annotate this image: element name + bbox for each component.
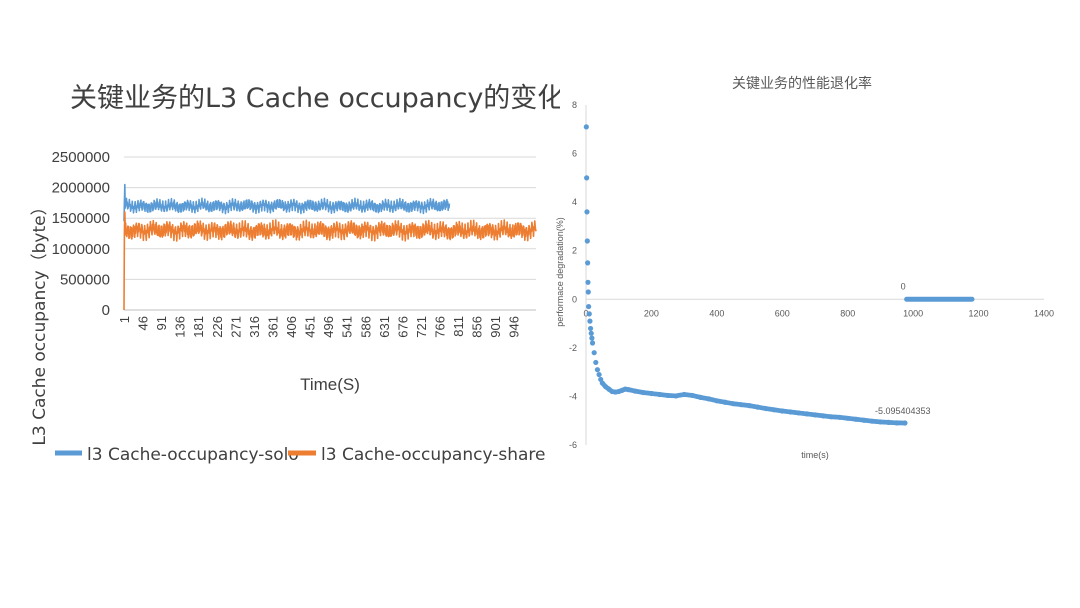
data-point: [583, 124, 589, 130]
x-tick-label: 586: [358, 316, 373, 338]
data-point: [591, 350, 597, 356]
data-point: [588, 330, 594, 336]
x-tick-label: 600: [775, 308, 790, 318]
legend-label-share: l3 Cache-occupancy-share: [321, 445, 545, 465]
x-tick-label: 856: [470, 316, 485, 338]
x-tick-label: 91: [154, 316, 169, 330]
data-point: [589, 340, 596, 346]
x-tick-label: 136: [173, 316, 188, 338]
data-point: [585, 260, 591, 266]
y-tick-label: -6: [569, 440, 577, 450]
data-point: [584, 209, 590, 215]
y-axis-label: L3 Cache occupancy（byte）: [30, 198, 50, 445]
data-point: [587, 318, 593, 324]
data-label-zero: 0: [901, 281, 906, 291]
l3-cache-occupancy-chart: 关键业务的L3 Cache occupancy的变化 0 500000 1000000…: [30, 83, 560, 465]
x-tick-label: 811: [451, 316, 466, 337]
x-tick-label: 631: [377, 316, 392, 338]
x-tick-label: 1200: [969, 308, 989, 318]
x-tick-label: 226: [210, 316, 225, 338]
x-tick-label: 800: [840, 308, 855, 318]
x-tick-label: 181: [191, 316, 206, 338]
x-tick-label: 0: [583, 308, 588, 318]
x-tick-label: 541: [340, 316, 355, 338]
data-point: [584, 175, 590, 181]
legend-label-solo: l3 Cache-occupancy-solo: [87, 445, 299, 465]
x-tick-label: 406: [284, 316, 299, 338]
y-tick-label: 8: [572, 100, 577, 110]
data-label-last: -5.095404353: [875, 406, 931, 416]
y-tick-label: 500000: [60, 271, 110, 288]
x-tick-label: 496: [321, 316, 336, 338]
y-tick-label: 0: [572, 294, 577, 304]
chart-title: 关键业务的性能退化率: [732, 75, 872, 92]
x-tick-label: 766: [432, 316, 447, 338]
x-axis-label: Time(S): [300, 375, 360, 394]
y-tick-label: 6: [572, 149, 577, 159]
data-point: [587, 325, 594, 332]
x-tick-label: 400: [709, 308, 724, 318]
series-line-share: [123, 211, 537, 311]
y-tick-label: 0: [102, 302, 110, 319]
y-tick-label: -4: [569, 391, 577, 401]
x-tick-label: 1: [117, 316, 132, 323]
data-point: [594, 367, 601, 373]
y-tick-label: 1000000: [52, 241, 110, 258]
data-point: [585, 279, 591, 285]
series-line-solo: [123, 183, 451, 222]
data-point: [593, 359, 599, 366]
y-tick-label: 2: [572, 246, 577, 256]
x-tick-label: 946: [507, 316, 522, 338]
data-point: [585, 289, 591, 295]
y-tick-label: -2: [569, 343, 577, 353]
x-tick-label: 1000: [903, 308, 923, 318]
x-tick-label: 316: [247, 316, 262, 338]
x-tick-label: 361: [265, 316, 280, 338]
x-tick-label: 46: [136, 316, 151, 330]
data-point: [589, 335, 595, 341]
y-tick-label: 1500000: [52, 210, 110, 227]
y-axis-label: performace degradation(%): [555, 217, 565, 327]
y-tick-label: 4: [572, 197, 577, 207]
performance-degradation-chart: 关键业务的性能退化率 8 6 4 2 0 -2 -4 -6 0 200 400 600 800 1000 12…: [555, 75, 1054, 460]
x-tick-label: 271: [228, 316, 243, 338]
chart-title: 关键业务的L3 Cache occupancy的变化: [70, 83, 560, 114]
data-point: [586, 303, 592, 310]
x-tick-label: 1400: [1034, 308, 1054, 318]
x-tick-label: 721: [414, 316, 429, 338]
data-point: [901, 420, 906, 426]
x-tick-label: 676: [395, 316, 410, 338]
x-axis-label: time(s): [801, 450, 829, 460]
data-point: [596, 371, 602, 378]
x-tick-label: 901: [488, 316, 503, 338]
x-tick-label: 451: [303, 316, 318, 338]
data-point: [584, 238, 590, 244]
y-tick-label: 2000000: [52, 180, 110, 197]
y-tick-label: 2500000: [52, 149, 110, 166]
x-tick-label: 200: [644, 308, 659, 318]
data-point: [586, 311, 592, 317]
